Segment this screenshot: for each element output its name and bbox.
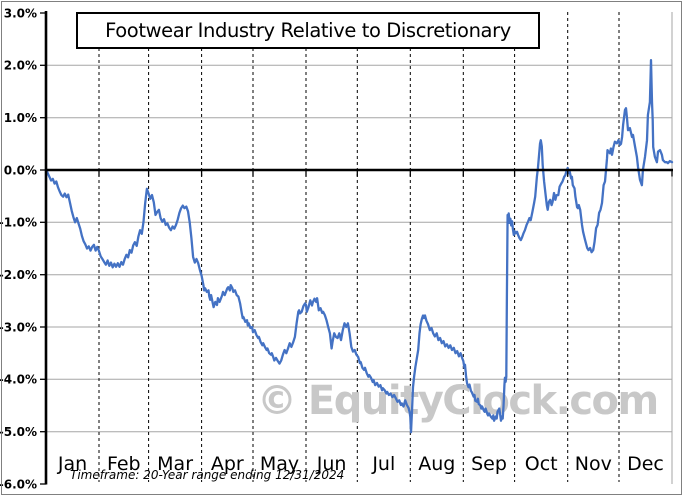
month-label-oct: Oct <box>525 453 558 475</box>
month-label-apr: Apr <box>211 453 244 475</box>
month-label-feb: Feb <box>107 453 141 475</box>
x-axis-month-labels: Jan Feb Mar Apr May Jun Jul Aug Sep Oct Nov Dec <box>57 453 664 475</box>
y-tick-label: 2.0% <box>4 59 37 73</box>
y-tick-label: 3.0% <box>4 6 37 20</box>
vertical-dashed-gridlines <box>98 12 620 482</box>
month-label-sep: Sep <box>471 453 507 475</box>
chart-title-box: Footwear Industry Relative to Discretion… <box>76 12 540 49</box>
y-tick-label: -6.0% <box>0 477 37 491</box>
y-tick-label: -4.0% <box>0 373 37 387</box>
series-line <box>44 58 674 434</box>
y-tick-label: -3.0% <box>0 320 37 334</box>
zero-axis <box>45 168 673 177</box>
y-tick-label: 1.0% <box>4 111 37 125</box>
y-tick-label: 0.0% <box>4 163 37 177</box>
month-label-nov: Nov <box>575 453 612 475</box>
month-label-jun: Jun <box>316 453 347 475</box>
timeframe-footnote: Timeframe: 20-Year range ending 12/31/20… <box>70 468 345 482</box>
month-label-aug: Aug <box>418 453 455 475</box>
series-line-group <box>44 58 674 434</box>
month-label-jul: Jul <box>371 453 395 475</box>
y-axis <box>40 11 48 485</box>
month-label-jan: Jan <box>57 453 87 475</box>
month-label-may: May <box>260 453 299 475</box>
horizontal-gridlines <box>46 64 672 433</box>
y-tick-label: -5.0% <box>0 425 37 439</box>
month-label-mar: Mar <box>157 453 193 475</box>
y-axis-labels: 3.0% 2.0% 1.0% 0.0% -1.0% -2.0% -3.0% -4.0% -5.0… <box>0 6 37 491</box>
chart-title: Footwear Industry Relative to Discretion… <box>105 19 511 42</box>
month-label-dec: Dec <box>627 453 664 475</box>
watermark-text: © EquityClock.com <box>257 378 658 424</box>
y-tick-label: -1.0% <box>0 216 37 230</box>
y-tick-label: -2.0% <box>0 268 37 282</box>
